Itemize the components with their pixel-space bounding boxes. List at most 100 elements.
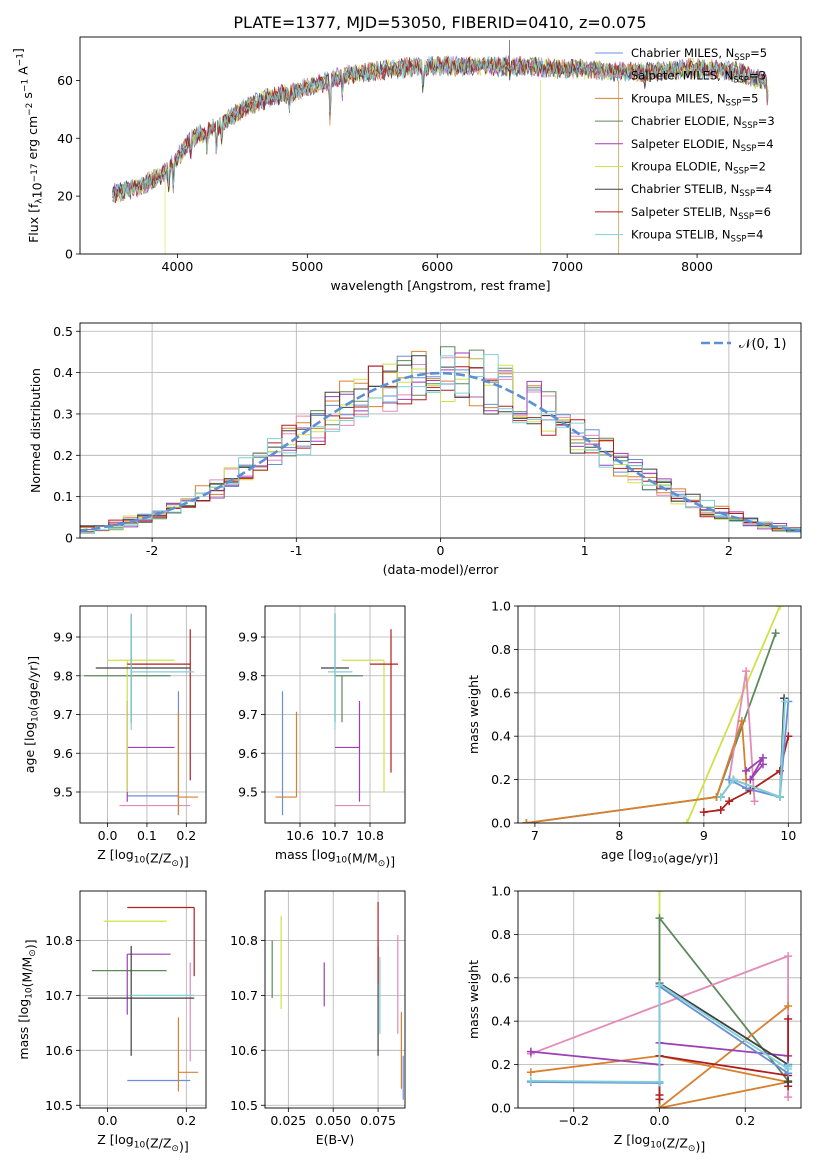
y-axis-label: mass [log10(M/M⊙)]: [16, 939, 38, 1059]
plot-area: [80, 346, 801, 536]
weight-marker: [655, 914, 664, 923]
x-axis-label: wavelength [Angstrom, rest frame]: [330, 278, 550, 293]
y-axis-label-part: erg cm: [25, 116, 40, 164]
chart-residuals: -2 -1 0 1 2 0 0.1 0.2 0.3 0.4 0.5 (data-model)/erro…: [28, 322, 802, 577]
y-axis-label-part: −1: [20, 79, 30, 92]
legend-part: =2: [749, 160, 766, 174]
weight-series-kroupa_elodie: [682, 606, 784, 823]
chart-mass_vs_Z: 0.0 0.210.510.610.710.8Z [log10(Z/Z⊙)]mas…: [16, 890, 207, 1154]
x-axis-label-part: )]: [385, 854, 395, 869]
y-tick-label: 9.5: [53, 785, 73, 800]
legend-part: SSP: [733, 167, 749, 177]
legend-entry-kroupa_elodie: Kroupa ELODIE, NSSP=2: [631, 160, 766, 177]
x-tick-label: 4000: [162, 259, 194, 274]
weight-marker: [655, 891, 664, 895]
weight-line: [728, 701, 790, 799]
y-axis-label: Normed distribution: [28, 368, 43, 493]
y-tick-label: 0.4: [53, 365, 73, 380]
x-axis-label-part: Z [log: [97, 847, 133, 862]
axes-frame: [264, 890, 406, 1109]
y-axis-label-part: −2: [25, 103, 35, 116]
weight-marker: [775, 792, 784, 801]
y-axis-label-part: 10: [31, 710, 41, 722]
weight-marker: [655, 1104, 664, 1108]
x-tick-label: 7000: [551, 259, 583, 274]
x-axis-label-part: 10: [134, 1141, 146, 1151]
errorbar-point-kroupa_miles: [275, 711, 298, 798]
y-tick-label: 0: [65, 247, 73, 262]
y-tick-label: 10.7: [230, 988, 258, 1003]
y-tick-label: 0.0: [491, 816, 511, 831]
y-axis-label-part: λ: [35, 198, 45, 204]
plot-area: [83, 613, 199, 816]
y-tick-label: 0.6: [491, 685, 511, 700]
weight-marker: [742, 784, 751, 793]
x-axis-label-part: (Z/Z: [662, 1136, 688, 1151]
y-tick-label: 9.6: [53, 746, 73, 761]
y-axis-label-part: ⊙: [28, 949, 38, 957]
legend-entry-gauss: 𝒩(0, 1): [739, 337, 786, 352]
y-tick-label: 0.4: [491, 1014, 511, 1029]
errorbar-point-chabrier_stelib: [95, 613, 191, 723]
x-tick-label: 0.0: [98, 1113, 118, 1128]
x-tick-label: 6000: [421, 259, 453, 274]
x-axis-label-part: )]: [179, 854, 189, 869]
weight-series-salpeter_elodie: [742, 753, 767, 784]
weight-marker: [522, 819, 531, 823]
x-tick-label: 10: [780, 828, 796, 843]
chart-age_vs_mass: 10.6 10.7 10.8 9.5 9.6 9.7 9.8 9.9 mass [log10(M…: [238, 605, 406, 869]
weight-marker: [682, 819, 691, 823]
y-tick-label: 0.2: [53, 448, 73, 463]
y-axis-label: mass weight: [466, 675, 481, 754]
x-axis-label: age [log10(age/yr)]: [601, 847, 718, 866]
x-axis-label-part: (Z/Z: [145, 1136, 171, 1151]
y-tick-label: 0.2: [491, 772, 511, 787]
x-axis-label-part: )]: [695, 1139, 705, 1154]
legend-entry-chabrier_stelib: Chabrier STELIB, NSSP=4: [631, 182, 772, 199]
y-axis-label-part: A: [15, 66, 30, 79]
x-tick-label: 2: [725, 543, 733, 558]
legend-part: SSP: [741, 144, 757, 154]
y-tick-label: 1.0: [491, 884, 511, 899]
gauss-curve: [80, 371, 801, 533]
errorbar-point-chabrier_elodie: [335, 675, 363, 723]
legend-part: SSP: [742, 121, 758, 131]
x-axis-label: Z [log10(Z/Z⊙)]: [614, 1132, 705, 1154]
x-tick-label: 0.050: [315, 1113, 351, 1128]
legend-part: SSP: [733, 76, 749, 86]
legend-part: =3: [749, 69, 766, 83]
x-tick-label: -2: [146, 543, 158, 558]
errorbar-point-salpeter_elodie: [335, 700, 361, 802]
y-axis-label-part: )]: [23, 939, 38, 949]
y-tick-label: 10.6: [230, 1043, 258, 1058]
x-axis-label-part: (age/yr)]: [663, 851, 718, 866]
legend-part: Chabrier ELODIE, N: [631, 114, 742, 128]
errorbar-point-salpeter_elodie: [126, 700, 175, 802]
weight-line: [526, 632, 777, 823]
x-axis-label-part: ⊙: [688, 1144, 696, 1154]
x-tick-label: 0.025: [270, 1113, 306, 1128]
x-axis-label-part: ⊙: [171, 859, 179, 869]
y-axis-label-part: 10: [25, 987, 35, 999]
weight-marker: [784, 1015, 793, 1024]
y-tick-label: 0.5: [53, 324, 73, 339]
x-axis-label-part: Z [log: [97, 1132, 133, 1147]
y-axis-label: age [log10(age/yr)]: [22, 656, 41, 773]
legend-part: =4: [757, 137, 774, 151]
x-tick-label: 8000: [681, 259, 713, 274]
weight-marker: [784, 1077, 793, 1086]
legend-entry-chabrier_miles: Chabrier MILES, NSSP=5: [631, 46, 767, 63]
y-tick-label: 0.8: [491, 927, 511, 942]
legend-entry-kroupa_miles: Kroupa MILES, NSSP=5: [631, 91, 758, 108]
y-tick-label: 10.5: [45, 1098, 73, 1113]
errorbar-point-kroupa_stelib: [328, 613, 353, 730]
y-tick-label: 9.9: [53, 630, 73, 645]
y-tick-label: 10.5: [230, 1098, 258, 1113]
weight-series-kroupa_stelib: [716, 697, 789, 801]
weight-marker: [771, 629, 780, 638]
y-axis-label-part: age [log: [22, 722, 37, 773]
weight-marker: [526, 1047, 535, 1056]
x-tick-label: 10.7: [321, 828, 349, 843]
weight-marker: [742, 667, 751, 676]
weight-series-kroupa_miles: [522, 717, 751, 823]
